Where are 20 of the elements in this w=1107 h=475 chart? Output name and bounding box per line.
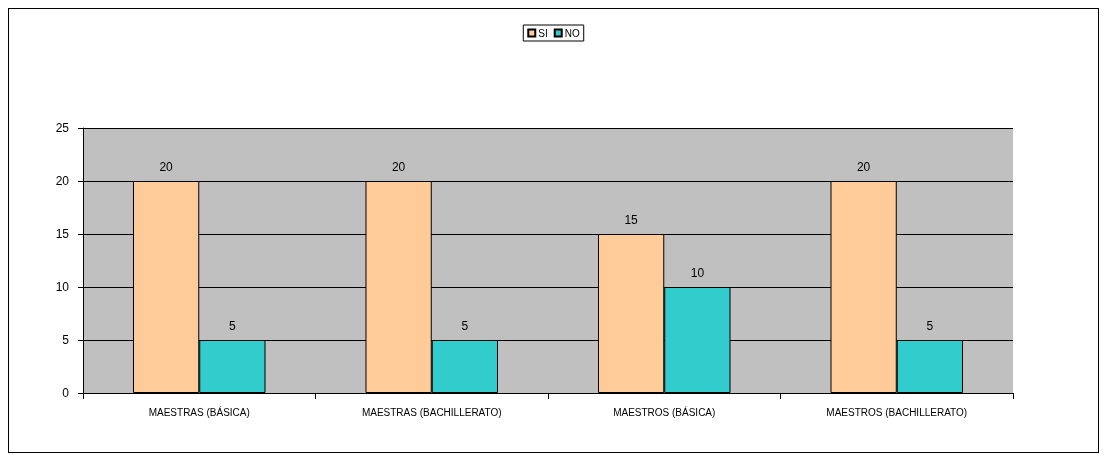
x-tick-label: MAESTRAS (BÁSICA) [148, 405, 250, 418]
data-label: 20 [856, 160, 871, 174]
x-tick-label: MAESTROS (BACHILLERATO) [826, 406, 968, 418]
y-tick-label: 10 [55, 280, 70, 294]
y-tick-label: 20 [55, 174, 70, 188]
data-label: 15 [624, 213, 639, 227]
y-tick-label: 5 [62, 333, 70, 347]
data-label: 20 [159, 160, 174, 174]
legend-label: NO [564, 27, 580, 39]
data-label: 10 [690, 266, 705, 280]
y-tick-label: 0 [62, 386, 70, 400]
x-tick-label: MAESTROS (BÁSICA) [613, 405, 716, 418]
x-tick-label: MAESTRAS (BACHILLERATO) [361, 406, 502, 418]
y-tick-label: 15 [55, 227, 70, 241]
y-tick-label: 25 [55, 121, 70, 135]
data-label: 5 [461, 319, 469, 333]
data-label: 5 [229, 319, 237, 333]
data-label: 5 [926, 319, 934, 333]
legend-label: SI [538, 27, 548, 39]
data-label: 20 [391, 160, 406, 174]
